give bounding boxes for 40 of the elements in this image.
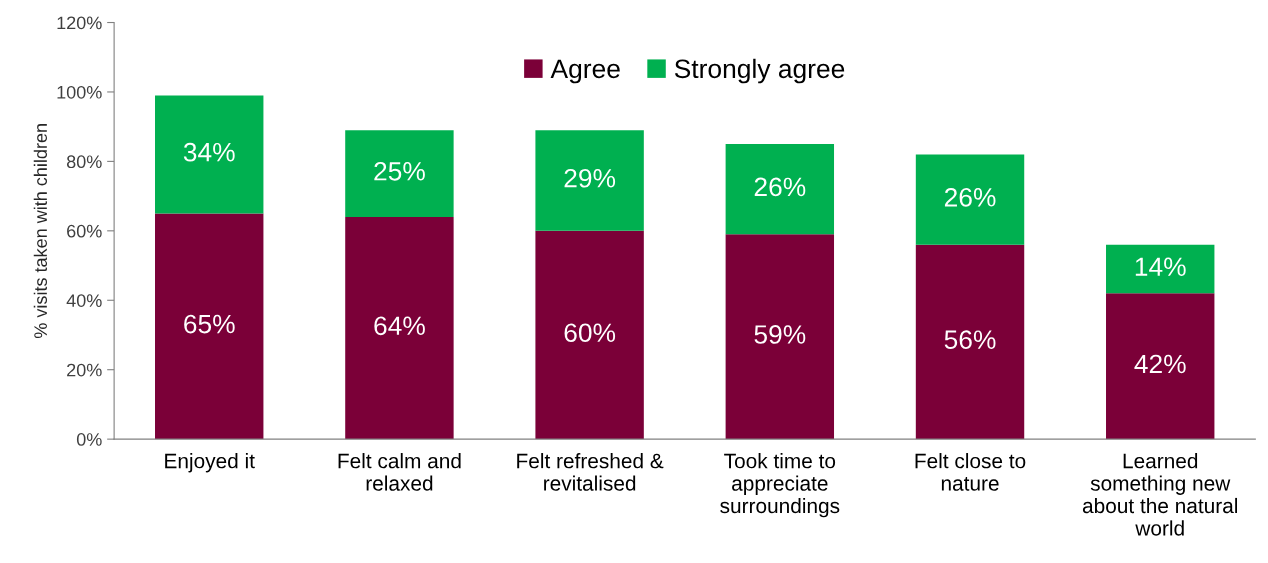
y-tick-label: 120%: [57, 16, 102, 30]
data-label: 56%: [944, 330, 996, 350]
data-label: 14%: [1135, 257, 1186, 276]
data-label: 29%: [564, 168, 616, 188]
bar: [725, 144, 835, 235]
data-label: 42%: [1134, 354, 1186, 374]
data-label: 60%: [564, 323, 616, 343]
y-tick-label: 20%: [67, 363, 102, 377]
y-tick-label: 100%: [57, 85, 102, 99]
data-label: 64%: [374, 316, 425, 336]
data-label: 25%: [374, 161, 425, 181]
data-label: 65%: [184, 314, 235, 334]
bar: [915, 244, 1025, 440]
data-label: 59%: [754, 325, 806, 344]
bar: [345, 130, 454, 217]
data-label: 34%: [183, 142, 235, 162]
x-tick-label: Felt close to nature: [915, 453, 1026, 491]
bar: [155, 95, 264, 214]
bar: [345, 216, 454, 440]
bar: [1106, 244, 1215, 294]
x-tick-label: Learned something new about the natural world: [1082, 453, 1238, 536]
legend-label: Strongly agree: [674, 58, 845, 84]
y-axis-title: % visits taken with children: [33, 124, 48, 339]
bar: [535, 130, 644, 231]
x-tick-label: Took time to appreciate surroundings: [720, 453, 840, 518]
x-tick-label: Felt refreshed & revitalised: [517, 453, 664, 491]
y-tick-label: 40%: [66, 294, 102, 307]
y-tick-label: 0%: [76, 433, 102, 446]
bar: [155, 213, 264, 440]
data-label: 26%: [754, 177, 806, 197]
data-label: 26%: [944, 187, 996, 207]
y-tick-label: 60%: [67, 224, 102, 238]
x-tick-label: Enjoyed it: [165, 453, 255, 473]
bar: [725, 234, 835, 440]
bar: [915, 154, 1025, 245]
x-tick-label: Felt calm and relaxed: [338, 453, 461, 491]
y-tick-label: 80%: [66, 155, 102, 169]
bar: [1106, 293, 1215, 440]
bar: [535, 230, 644, 440]
legend-label: Agree: [550, 59, 620, 84]
